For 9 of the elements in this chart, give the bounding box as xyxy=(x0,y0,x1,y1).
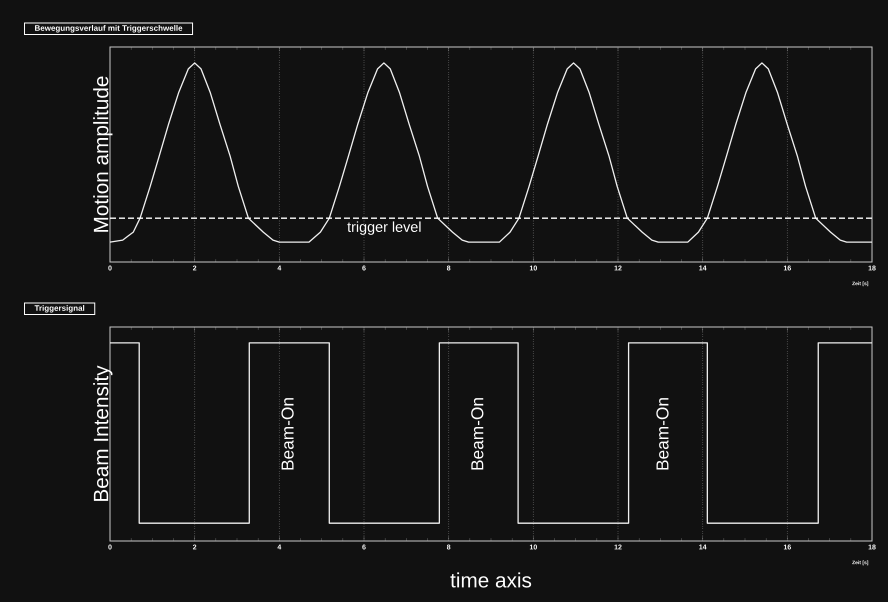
chart-title: Bewegungsverlauf mit Triggerschwelle xyxy=(35,24,182,32)
annotation: Beam-On xyxy=(281,398,294,470)
text: time axis xyxy=(450,572,532,588)
annotation: Beam-On xyxy=(471,398,484,470)
annotation: Beam-On xyxy=(656,398,669,470)
ref-line-label: trigger level xyxy=(347,221,421,235)
chart-title: Triggersignal xyxy=(34,305,84,312)
y-axis-title: Beam Intensity xyxy=(93,365,112,501)
y-axis-title: Motion amplitude xyxy=(93,76,112,232)
